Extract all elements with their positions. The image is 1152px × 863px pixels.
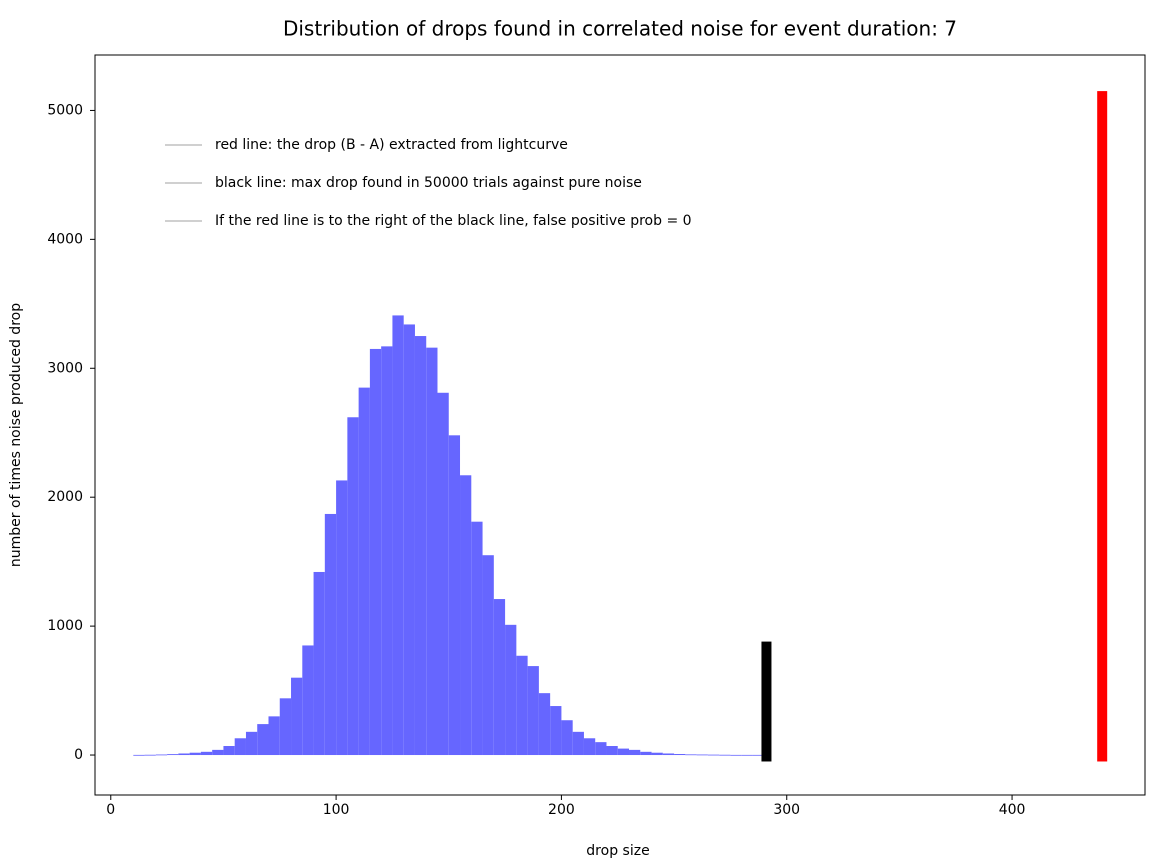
- x-tick-label: 0: [106, 802, 115, 818]
- bar: [223, 746, 235, 756]
- bar: [336, 480, 348, 756]
- bar: [471, 521, 483, 756]
- bar: [595, 742, 607, 756]
- bar: [178, 753, 190, 756]
- bar: [493, 599, 506, 756]
- bar: [707, 754, 720, 756]
- y-tick-label: 2000: [47, 489, 83, 505]
- bar: [685, 754, 697, 756]
- chart-title: Distribution of drops found in correlate…: [283, 17, 957, 41]
- bar: [741, 754, 753, 756]
- bar: [291, 677, 303, 756]
- y-tick-label: 3000: [47, 360, 83, 376]
- bar: [527, 666, 539, 756]
- legend-label: If the red line is to the right of the b…: [215, 213, 692, 229]
- bar: [482, 555, 494, 756]
- legend-label: black line: max drop found in 50000 tria…: [215, 175, 642, 191]
- bar: [640, 751, 652, 756]
- bar: [583, 738, 596, 756]
- bar: [674, 754, 686, 756]
- bar: [167, 754, 179, 756]
- bar: [268, 716, 280, 756]
- bar: [324, 513, 337, 756]
- bar: [257, 724, 269, 756]
- bar: [189, 752, 201, 756]
- bar: [538, 693, 551, 756]
- bar: [448, 435, 461, 756]
- bar: [234, 738, 246, 756]
- bar: [730, 754, 742, 756]
- y-tick-label: 0: [74, 747, 83, 763]
- bar: [516, 655, 528, 756]
- y-tick-label: 4000: [47, 231, 83, 247]
- bar: [662, 753, 675, 756]
- x-tick-label: 100: [323, 802, 350, 818]
- bar: [358, 387, 370, 756]
- bar: [651, 752, 663, 756]
- bar: [719, 754, 731, 756]
- bar: [403, 324, 415, 756]
- bar: [302, 645, 314, 756]
- bar: [347, 417, 359, 756]
- bar: [313, 571, 325, 756]
- marker-line: [1097, 91, 1108, 762]
- bar: [212, 749, 224, 756]
- bar: [381, 346, 393, 756]
- y-tick-label: 5000: [47, 102, 83, 118]
- bar: [279, 698, 292, 756]
- bar: [460, 475, 472, 756]
- bar: [392, 315, 404, 756]
- bar: [369, 348, 382, 756]
- bar: [200, 751, 213, 756]
- bar: [752, 754, 765, 756]
- bar: [561, 720, 573, 756]
- bar: [437, 392, 449, 756]
- bar: [245, 731, 258, 756]
- bar: [550, 706, 562, 756]
- x-tick-label: 200: [548, 802, 575, 818]
- bar: [606, 746, 618, 756]
- bar: [617, 748, 630, 756]
- bar: [155, 754, 168, 756]
- x-tick-label: 400: [999, 802, 1026, 818]
- bar: [144, 754, 156, 756]
- y-tick-label: 1000: [47, 618, 83, 634]
- bar: [629, 749, 641, 756]
- bar: [414, 336, 427, 756]
- y-axis-label: number of times noise produced drop: [8, 303, 24, 567]
- legend-label: red line: the drop (B - A) extracted fro…: [215, 137, 568, 153]
- bar: [505, 624, 517, 756]
- bar: [133, 754, 145, 756]
- x-axis-label: drop size: [586, 843, 649, 859]
- plot-frame: [94, 54, 1146, 796]
- bar: [696, 754, 708, 756]
- bar: [572, 731, 584, 756]
- x-tick-label: 300: [773, 802, 800, 818]
- marker-line: [761, 641, 772, 762]
- bar: [426, 347, 438, 756]
